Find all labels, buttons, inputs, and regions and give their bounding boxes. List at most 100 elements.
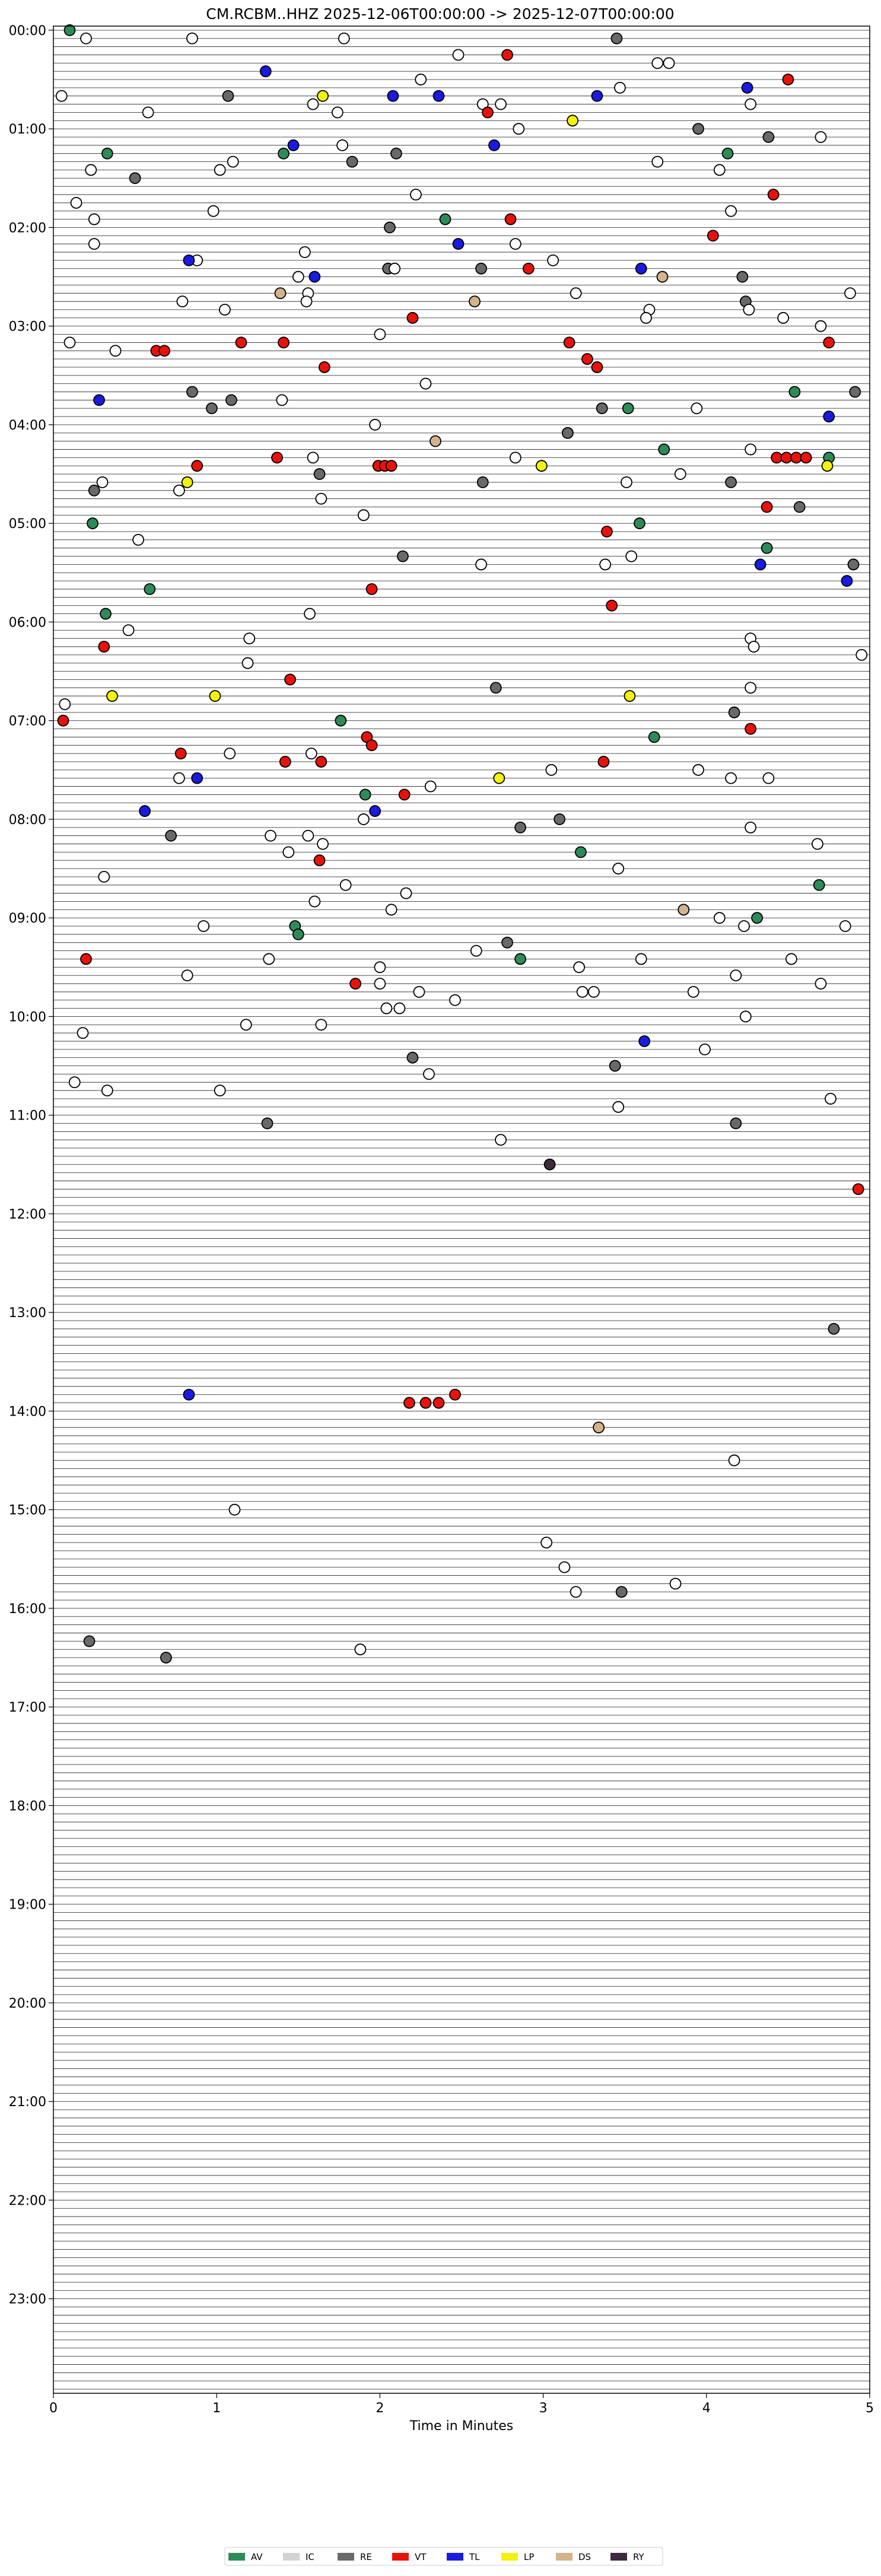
event-marker [475,558,487,571]
event-marker [181,476,193,488]
event-marker [224,748,236,759]
event-marker [495,98,507,110]
event-marker [302,829,314,842]
event-marker [183,254,195,266]
event-marker [823,411,835,422]
event-marker [615,1586,628,1598]
event-marker [844,287,856,300]
event-marker [725,205,737,217]
event-marker [563,336,575,349]
event-marker [398,788,411,801]
event-marker [292,928,304,940]
event-marker [80,953,92,965]
event-marker [509,238,521,250]
y-axis: 00:00 01:00 02:00 03:00 04:00 05:00 06:00 07:00… [9,24,53,2307]
event-marker [241,657,254,669]
event-marker [144,583,156,595]
event-marker [106,690,118,702]
event-marker [354,1643,367,1656]
event-marker [495,1134,507,1146]
y-tick-label: 08:00 [9,813,46,828]
event-marker [839,920,851,932]
event-marker [625,550,638,562]
event-marker [771,451,783,464]
event-marker [346,155,358,168]
event-marker [419,377,432,390]
event-marker [432,90,445,102]
event-marker [365,583,378,595]
event-marker [790,451,803,464]
y-tick-label: 17:00 [9,1700,46,1715]
event-marker [635,953,647,965]
event-marker [400,887,412,899]
event-marker [385,904,397,916]
event-marker [567,115,579,127]
event-marker [318,361,330,373]
event-marker [122,624,135,637]
event-marker [227,155,239,168]
event-marker [132,533,145,546]
event-marker [259,65,272,78]
event-marker [307,451,319,464]
event-marker [828,1322,840,1335]
y-tick-label: 03:00 [9,320,46,335]
event-marker [83,1635,96,1648]
event-marker [165,829,177,842]
event-marker [181,969,193,982]
event-marker [800,451,812,464]
event-marker [365,739,378,752]
event-marker [338,32,350,44]
event-marker [612,863,625,874]
y-tick-label: 06:00 [9,615,46,630]
event-marker [728,1454,740,1467]
event-marker [315,1019,327,1031]
event-marker [385,460,397,472]
legend-swatch [392,2553,409,2561]
event-marker [389,262,401,275]
event-marker [424,780,437,793]
legend-swatch [447,2553,463,2561]
event-marker [274,287,287,300]
event-marker [621,476,632,488]
event-marker [651,155,664,168]
event-marker [640,311,652,324]
event-marker [98,871,110,883]
event-marker [741,82,753,94]
event-marker [57,714,69,727]
event-marker [59,698,71,710]
event-marker [745,443,757,456]
event-marker [261,1117,273,1130]
event-marker [762,131,775,143]
y-tick-label: 15:00 [9,1503,46,1518]
event-marker [282,846,295,858]
event-marker [815,131,827,143]
event-marker [397,550,409,562]
y-tick-label: 02:00 [9,221,46,236]
legend-label: VT [415,2552,427,2562]
event-marker [678,904,690,916]
event-marker [591,361,603,373]
event-marker [225,394,237,406]
event-marker [449,994,461,1006]
event-marker [638,1035,651,1047]
event-marker [855,648,868,661]
event-marker [419,1397,432,1409]
event-marker [728,706,740,718]
event-marker [730,969,742,982]
event-marker [793,501,806,513]
event-marker [745,682,757,694]
event-marker [292,271,304,283]
event-marker [739,1010,752,1023]
event-marker [387,90,399,102]
event-markers [55,24,868,1664]
event-marker [669,1578,682,1590]
event-marker [101,147,113,160]
y-tick-label: 10:00 [9,1010,46,1025]
event-marker [691,402,703,415]
event-marker [305,748,317,759]
event-marker [849,386,861,398]
event-marker [317,90,329,102]
y-tick-label: 23:00 [9,2292,46,2307]
event-marker [501,936,513,949]
event-marker [482,106,494,119]
